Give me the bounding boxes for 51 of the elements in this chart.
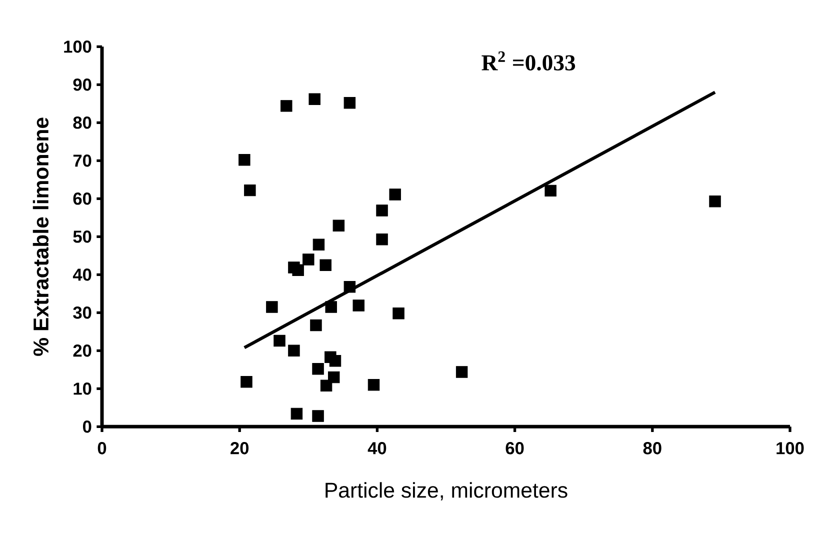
y-tick-label: 50 xyxy=(73,230,92,243)
x-axis-title: Particle size, micrometers xyxy=(326,482,568,500)
point xyxy=(320,259,332,272)
point xyxy=(280,100,292,112)
point xyxy=(320,380,332,392)
point xyxy=(344,280,356,293)
y-tick-label: 40 xyxy=(72,268,92,281)
point xyxy=(544,184,556,197)
x-tick-label: 0 xyxy=(98,442,106,454)
point xyxy=(310,319,322,332)
x-tick-label: 20 xyxy=(230,442,249,454)
y-tick-label: 60 xyxy=(73,192,92,205)
point xyxy=(332,220,345,232)
y-axis-title: % Extractable limonene xyxy=(32,118,49,356)
point xyxy=(368,378,380,391)
x-tick-label: 100 xyxy=(776,442,804,454)
y-tick-label: 10 xyxy=(74,382,92,395)
point xyxy=(266,301,278,313)
x-tick-label: 60 xyxy=(506,442,524,454)
point xyxy=(376,204,388,216)
point xyxy=(325,301,337,313)
y-tick-label: 100 xyxy=(64,40,92,53)
point xyxy=(308,93,320,105)
y-tick-label: 80 xyxy=(73,116,92,129)
point xyxy=(238,154,250,166)
y-tick-label: 20 xyxy=(73,344,92,357)
point xyxy=(312,238,325,251)
point xyxy=(389,188,401,200)
point xyxy=(288,344,300,357)
y-tick-label: 70 xyxy=(73,154,92,167)
point xyxy=(240,376,252,388)
y-tick-label: 30 xyxy=(73,306,92,319)
point xyxy=(709,195,721,208)
annotation: R$^{2}$ =0.033 xyxy=(482,51,576,71)
x-tick-label: 80 xyxy=(643,442,662,454)
y-tick-label: 90 xyxy=(73,78,92,91)
x-tick-label: 40 xyxy=(368,442,386,454)
y-tick-label: 0 xyxy=(83,420,92,433)
point xyxy=(344,97,356,109)
point xyxy=(244,184,256,196)
point xyxy=(312,363,324,375)
point xyxy=(312,410,324,422)
point xyxy=(376,233,388,246)
point xyxy=(290,408,303,420)
point xyxy=(352,300,364,312)
point xyxy=(292,264,304,276)
point xyxy=(456,366,468,378)
point xyxy=(302,254,314,266)
point xyxy=(392,308,404,320)
point xyxy=(274,334,286,347)
point xyxy=(329,355,342,367)
